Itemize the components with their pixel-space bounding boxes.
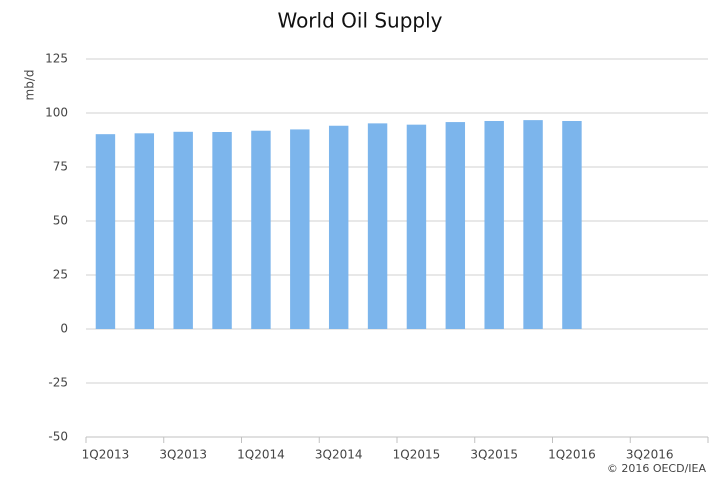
y-tick-label: 0 bbox=[60, 322, 68, 336]
y-tick-label: -50 bbox=[48, 430, 68, 444]
bar bbox=[523, 120, 543, 330]
bar bbox=[367, 123, 388, 329]
y-axis-label: mb/d bbox=[23, 70, 37, 101]
x-tick-label: 1Q2016 bbox=[548, 448, 596, 462]
bar bbox=[328, 125, 349, 329]
x-tick-label: 1Q2015 bbox=[393, 448, 441, 462]
y-tick-label: 100 bbox=[45, 106, 68, 120]
y-tick-label: -25 bbox=[48, 376, 68, 390]
bar bbox=[445, 122, 466, 330]
x-tick-label: 3Q2013 bbox=[159, 448, 207, 462]
bar bbox=[290, 129, 310, 329]
x-tick-label: 1Q2013 bbox=[82, 448, 130, 462]
source-note: © 2016 OECD/IEA bbox=[607, 462, 707, 475]
bar bbox=[134, 133, 155, 329]
bar bbox=[251, 130, 271, 329]
bar bbox=[95, 134, 116, 329]
chart-title: World Oil Supply bbox=[277, 9, 442, 33]
bar bbox=[562, 120, 582, 329]
x-tick-label: 3Q2014 bbox=[315, 448, 363, 462]
bar bbox=[406, 124, 427, 329]
x-tick-label: 1Q2014 bbox=[237, 448, 285, 462]
y-tick-label: 75 bbox=[53, 160, 68, 174]
x-tick-label: 3Q2015 bbox=[470, 448, 518, 462]
bar bbox=[173, 131, 193, 329]
y-tick-label: 125 bbox=[45, 52, 68, 66]
y-tick-label: 25 bbox=[53, 268, 68, 282]
bar bbox=[212, 132, 232, 329]
y-tick-label: 50 bbox=[53, 214, 68, 228]
x-tick-label: 3Q2016 bbox=[626, 448, 674, 462]
bar bbox=[484, 120, 504, 329]
